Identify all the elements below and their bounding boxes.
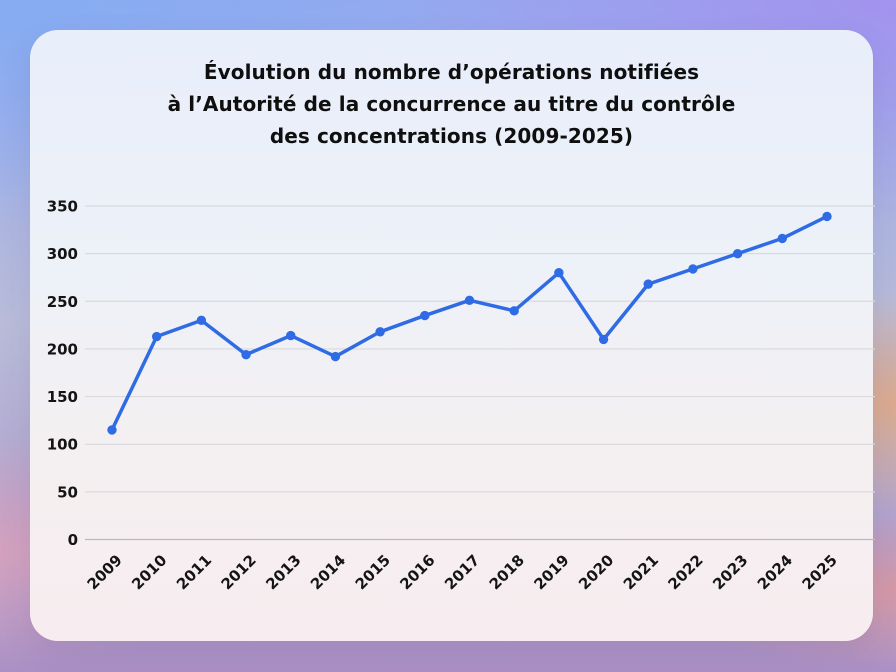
y-tick-label: 300 — [47, 245, 78, 263]
data-point — [330, 351, 341, 362]
data-point — [375, 327, 385, 337]
x-tick-label: 2011 — [173, 551, 215, 593]
data-point — [598, 334, 609, 345]
chart-title-line-2: à l’Autorité de la concurrence au titre … — [167, 92, 736, 116]
data-point — [822, 211, 832, 222]
x-tick-label: 2024 — [754, 551, 796, 593]
data-point — [286, 330, 296, 341]
data-point — [196, 315, 207, 326]
chart-title: Évolution du nombre d’opérations notifié… — [30, 56, 873, 152]
x-tick-label: 2023 — [709, 551, 751, 593]
x-tick-label: 2012 — [218, 551, 260, 593]
x-tick-label: 2013 — [262, 551, 304, 593]
x-tick-label: 2017 — [441, 551, 483, 593]
x-tick-label: 2020 — [575, 551, 617, 593]
x-tick-label: 2021 — [620, 551, 662, 593]
x-tick-label: 2025 — [799, 551, 841, 593]
data-point — [107, 425, 117, 435]
y-tick-label: 100 — [47, 436, 78, 454]
data-point — [464, 295, 475, 306]
data-line — [110, 214, 829, 432]
data-point — [777, 233, 788, 244]
x-tick-label: 2015 — [352, 551, 394, 593]
y-tick-label: 0 — [68, 531, 78, 549]
data-point — [732, 248, 743, 259]
y-tick-label: 250 — [47, 293, 78, 311]
x-tick-label: 2019 — [530, 551, 572, 593]
y-tick-label: 350 — [47, 198, 78, 216]
x-tick-label: 2009 — [84, 551, 126, 593]
x-tick-label: 2022 — [665, 551, 707, 593]
data-point — [509, 306, 519, 316]
y-tick-label: 150 — [47, 388, 78, 406]
data-point — [643, 279, 653, 289]
chart-title-line-3: des concentrations (2009-2025) — [269, 124, 634, 148]
data-point — [151, 331, 162, 342]
data-point — [420, 310, 430, 321]
x-tick-label: 2018 — [486, 551, 528, 593]
y-tick-label: 50 — [57, 483, 78, 501]
chart-title-line-1: Évolution du nombre d’opérations notifié… — [203, 60, 700, 84]
x-tick-label: 2016 — [396, 551, 438, 593]
data-point — [241, 349, 251, 360]
y-tick-label: 200 — [47, 340, 78, 358]
data-point — [554, 268, 564, 278]
x-tick-label: 2014 — [307, 551, 349, 593]
data-point — [688, 264, 698, 274]
x-tick-label: 2010 — [128, 551, 170, 593]
